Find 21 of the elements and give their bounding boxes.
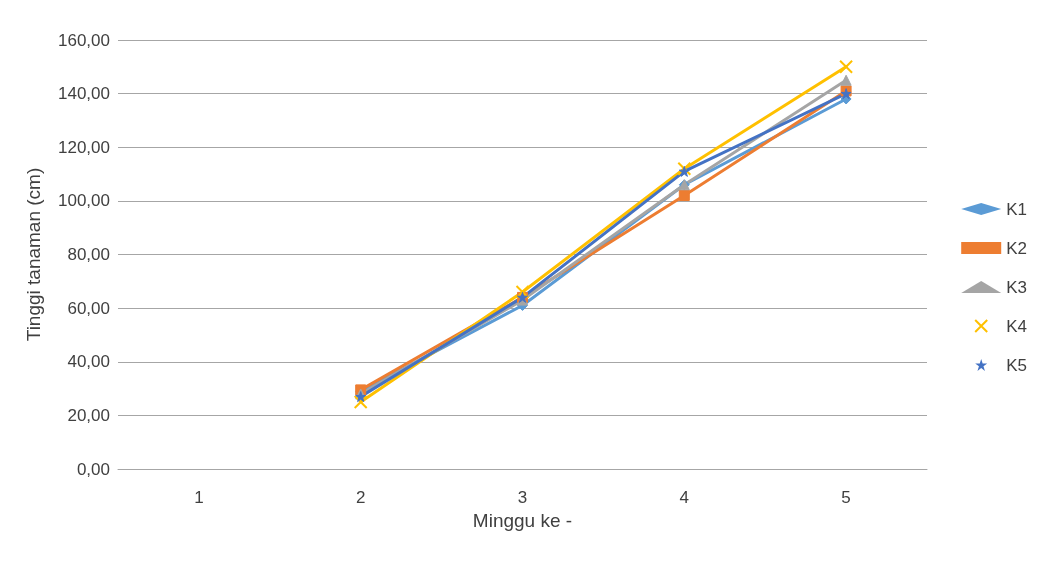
x-tick-label: 1 [194, 488, 204, 507]
x-tick-label: 4 [679, 488, 690, 507]
legend-label: K5 [1006, 355, 1027, 375]
x-tick-label: 3 [517, 488, 528, 507]
y-tick-label: 140,00 [58, 84, 110, 104]
y-tick-label: 120,00 [58, 137, 110, 157]
y-tick-label: 80,00 [67, 245, 110, 264]
y-tick-label: 0,00 [76, 459, 110, 479]
legend-label: K3 [1006, 277, 1027, 297]
y-tick-label: 40,00 [67, 352, 110, 372]
y-tick-label: 160,00 [58, 30, 110, 50]
x-tick-label: 2 [355, 488, 366, 507]
x-axis-title: Minggu ke - [472, 510, 573, 531]
y-tick-label: 60,00 [67, 298, 110, 318]
x-tick-label: 5 [841, 488, 851, 507]
y-tick-label: 100,00 [58, 191, 110, 211]
legend-label: K1 [1006, 199, 1027, 219]
y-tick-label: 20,00 [67, 405, 110, 425]
legend-label: K2 [1006, 238, 1027, 258]
legend-label: K4 [1006, 316, 1027, 336]
y-axis-title: Tinggi tanaman (cm) [23, 167, 44, 342]
